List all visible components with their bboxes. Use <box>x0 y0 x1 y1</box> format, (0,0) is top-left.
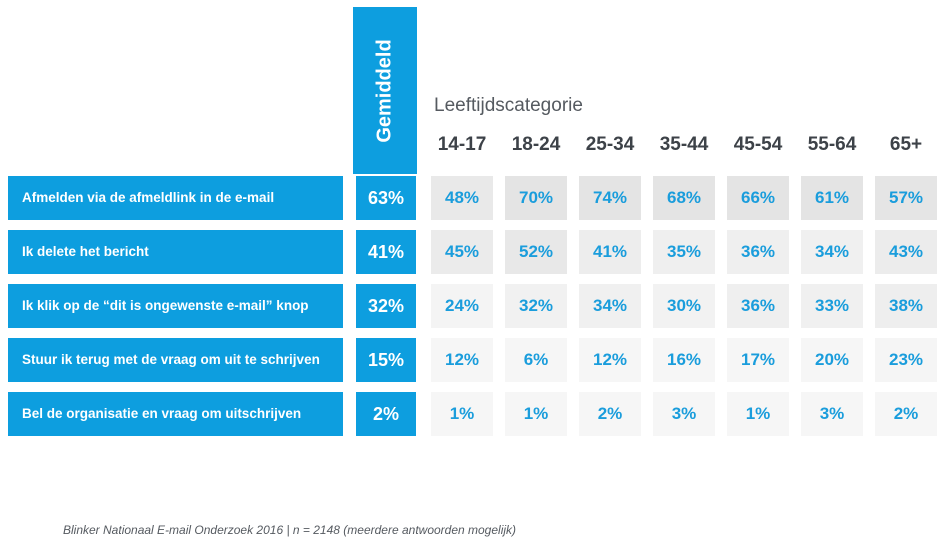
average-column-header: Gemiddeld <box>353 7 417 174</box>
value-cell: 12% <box>431 338 493 382</box>
value-cell: 2% <box>579 392 641 436</box>
value-cell: 45% <box>431 230 493 274</box>
value-cell: 34% <box>579 284 641 328</box>
value-cell: 1% <box>727 392 789 436</box>
value-cell: 48% <box>431 176 493 220</box>
value-cell: 57% <box>875 176 937 220</box>
row-label: Ik klik op de “dit is ongewenste e-mail”… <box>8 284 343 328</box>
average-cell: 63% <box>356 176 416 220</box>
value-cell: 1% <box>505 392 567 436</box>
value-cell: 20% <box>801 338 863 382</box>
age-category-title: Leeftijdscategorie <box>434 95 583 116</box>
value-cell: 12% <box>579 338 641 382</box>
value-cell: 68% <box>653 176 715 220</box>
value-cell: 35% <box>653 230 715 274</box>
value-cell: 6% <box>505 338 567 382</box>
row-label: Afmelden via de afmeldlink in de e-mail <box>8 176 343 220</box>
value-cell: 66% <box>727 176 789 220</box>
value-cell: 2% <box>875 392 937 436</box>
value-cell: 3% <box>653 392 715 436</box>
value-cell: 3% <box>801 392 863 436</box>
value-cell: 61% <box>801 176 863 220</box>
value-cell: 1% <box>431 392 493 436</box>
age-column-header: 18-24 <box>511 134 561 155</box>
row-label: Stuur ik terug met de vraag om uit te sc… <box>8 338 343 382</box>
average-cell: 41% <box>356 230 416 274</box>
value-cell: 17% <box>727 338 789 382</box>
row-label: Bel de organisatie en vraag om uitschrij… <box>8 392 343 436</box>
value-cell: 32% <box>505 284 567 328</box>
value-cell: 74% <box>579 176 641 220</box>
age-column-header: 65+ <box>889 134 923 155</box>
average-cell: 32% <box>356 284 416 328</box>
age-column-header: 14-17 <box>437 134 487 155</box>
row-label: Ik delete het bericht <box>8 230 343 274</box>
value-cell: 34% <box>801 230 863 274</box>
value-cell: 38% <box>875 284 937 328</box>
value-cell: 24% <box>431 284 493 328</box>
age-column-header: 25-34 <box>585 134 635 155</box>
value-cell: 36% <box>727 230 789 274</box>
value-cell: 52% <box>505 230 567 274</box>
value-cell: 33% <box>801 284 863 328</box>
average-cell: 2% <box>356 392 416 436</box>
value-cell: 41% <box>579 230 641 274</box>
average-cell: 15% <box>356 338 416 382</box>
value-cell: 70% <box>505 176 567 220</box>
value-cell: 23% <box>875 338 937 382</box>
value-cell: 16% <box>653 338 715 382</box>
value-cell: 43% <box>875 230 937 274</box>
average-header-label: Gemiddeld <box>373 38 396 143</box>
age-column-header: 55-64 <box>807 134 857 155</box>
value-cell: 36% <box>727 284 789 328</box>
source-footnote: Blinker Nationaal E-mail Onderzoek 2016 … <box>63 523 517 537</box>
age-column-header: 45-54 <box>733 134 783 155</box>
age-column-header: 35-44 <box>659 134 709 155</box>
value-cell: 30% <box>653 284 715 328</box>
